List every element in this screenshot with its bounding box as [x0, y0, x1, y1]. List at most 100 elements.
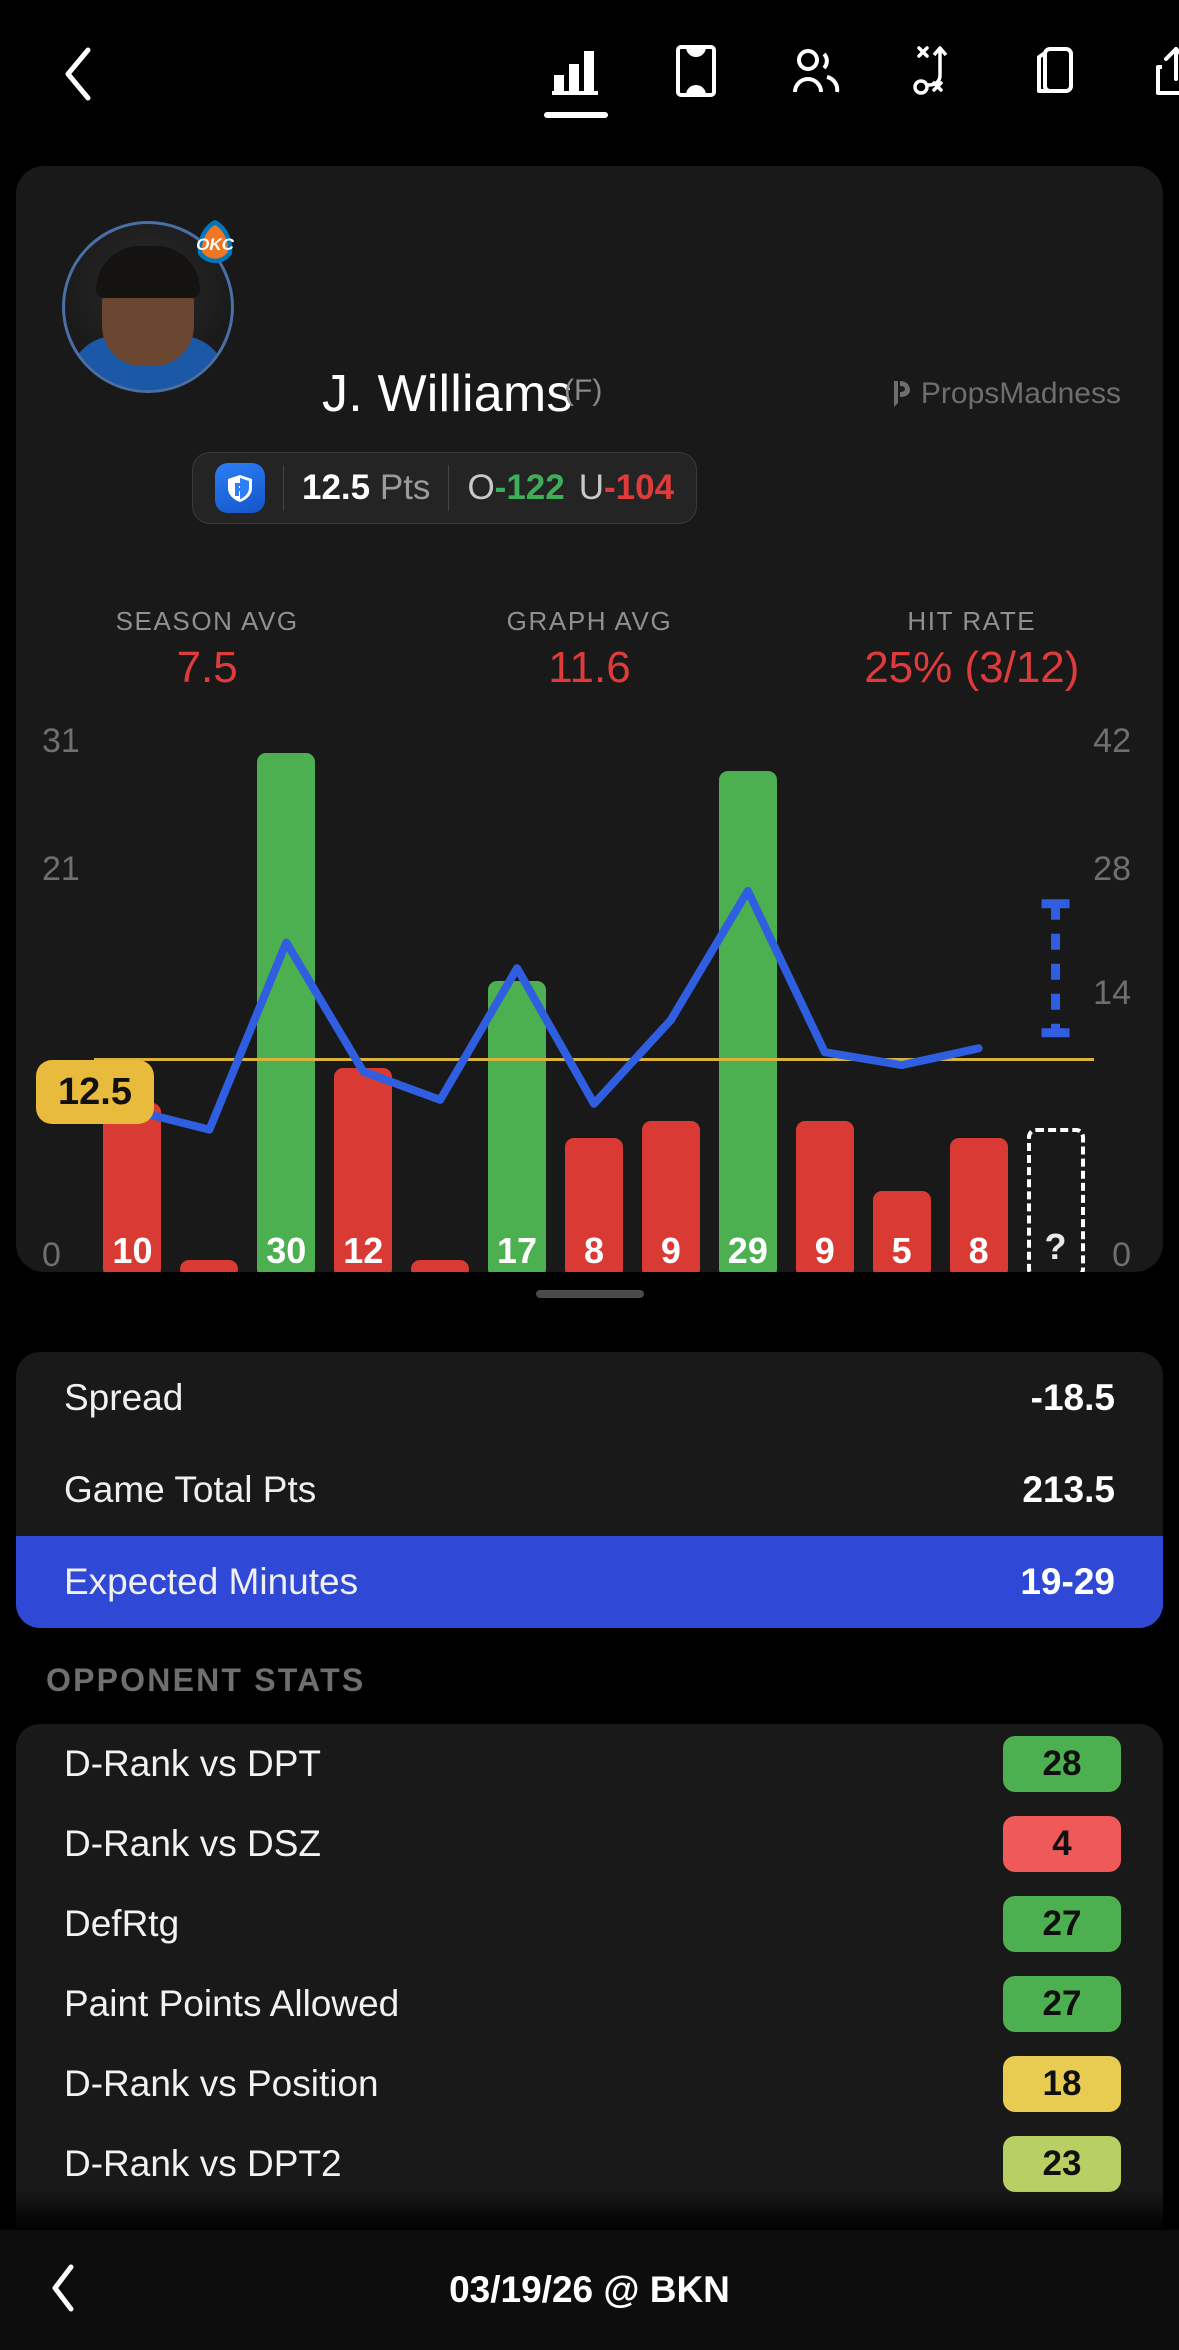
stat-season-avg: SEASON AVG 7.5 — [16, 606, 398, 693]
row-value: -18.5 — [1030, 1377, 1115, 1418]
chart-bar: 5 — [872, 1190, 931, 1272]
bottom-back-button[interactable] — [48, 2262, 78, 2319]
chart-bar-slot[interactable]: 17 — [479, 736, 556, 1272]
chart-bar-slot[interactable]: 12 — [325, 736, 402, 1272]
nav-tabs — [540, 30, 1179, 120]
bottom-fade — [0, 2190, 1179, 2230]
opponent-stat-label: Paint Points Allowed — [64, 1983, 400, 2024]
chart-bar-slot[interactable]: 10 — [94, 736, 171, 1272]
game-line-row-expected-minutes[interactable]: Expected Minutes 19-29 — [16, 1536, 1163, 1628]
game-line-row[interactable]: Spread -18.5 — [16, 1352, 1163, 1444]
propsmadness-logo-icon — [891, 379, 911, 409]
chart-bar-value: 8 — [583, 1230, 604, 1271]
chart-bar-value: 10 — [112, 1230, 153, 1271]
avatar-hair — [96, 246, 200, 298]
chart-bar: 10 — [103, 1103, 162, 1272]
y-axis-right-tick: 14 — [1093, 974, 1131, 1012]
chart-bar-slot[interactable]: 29 — [709, 736, 786, 1272]
performance-chart: 31 21 0 42 28 14 0 10 30 12 17 8 9 29 9 5 8? 12.5 — [16, 722, 1163, 1272]
opponent-stats-title: OPPONENT STATS — [46, 1662, 366, 1698]
opponent-stat-label: DefRtg — [64, 1903, 180, 1944]
stat-label: GRAPH AVG — [506, 606, 673, 636]
chart-bar-value: 17 — [497, 1230, 538, 1271]
chart-bar — [411, 1260, 470, 1272]
chart-bar: ? — [1026, 1128, 1085, 1272]
chart-bar-slot[interactable] — [402, 736, 479, 1272]
game-line-row[interactable]: Game Total Pts 213.5 — [16, 1444, 1163, 1536]
back-button[interactable] — [48, 42, 108, 106]
odds-over-under: O-122 U-104 — [467, 468, 674, 508]
opponent-stat-badge: 28 — [1003, 1736, 1121, 1792]
sheet-drag-handle[interactable] — [535, 1290, 644, 1298]
chart-bar-slot[interactable]: 5 — [863, 736, 940, 1272]
opponent-stat-label: D-Rank vs DPT2 — [64, 2143, 342, 2184]
chart-bar-slot[interactable]: 9 — [786, 736, 863, 1272]
pill-divider-2 — [448, 465, 450, 511]
cards-icon — [1031, 42, 1081, 100]
prop-line: 12.5 Pts — [302, 468, 430, 508]
opponent-stat-row[interactable]: Paint Points Allowed 27 — [16, 1964, 1163, 2044]
chart-bar: 12 — [334, 1068, 393, 1272]
player-chart-card: OKC J. Williams (F) PropsMadness — [16, 166, 1163, 1272]
over-label: O — [467, 468, 495, 507]
prop-line-stat: Pts — [379, 468, 431, 507]
player-name: J. Williams — [322, 365, 573, 423]
chart-bar-slot[interactable]: ? — [1017, 736, 1094, 1272]
y-axis-left-tick: 0 — [42, 1236, 61, 1272]
stat-value: 7.5 — [176, 643, 238, 692]
opponent-stat-label: D-Rank vs DPT — [64, 1743, 321, 1784]
tab-plays[interactable] — [900, 30, 972, 120]
game-lines-card: Spread -18.5 Game Total Pts 213.5 Expect… — [16, 1352, 1163, 1628]
svg-text:OKC: OKC — [196, 235, 235, 254]
chart-bar: 30 — [257, 753, 316, 1272]
chart-bar: 8 — [564, 1138, 623, 1272]
bar-chart-icon — [550, 42, 602, 100]
opponent-stat-badge: 27 — [1003, 1896, 1121, 1952]
share-icon — [1152, 42, 1179, 100]
chart-bar-value: 30 — [266, 1230, 307, 1271]
row-value: 19-29 — [1020, 1561, 1115, 1602]
opponent-stat-badge: 27 — [1003, 1976, 1121, 2032]
tab-stats[interactable] — [540, 30, 612, 120]
y-axis-right-tick: 28 — [1093, 850, 1131, 888]
opponent-stat-row[interactable]: DefRtg 27 — [16, 1884, 1163, 1964]
over-price: -122 — [494, 468, 565, 507]
top-navigation-bar — [0, 0, 1179, 148]
active-tab-underline — [544, 112, 608, 118]
chart-bar-slot[interactable]: 30 — [248, 736, 325, 1272]
chart-bar-value: 5 — [891, 1230, 912, 1271]
chart-bar: 8 — [949, 1138, 1008, 1272]
chart-bar-slot[interactable]: 8 — [940, 736, 1017, 1272]
prop-line-marker: 12.5 — [36, 1060, 154, 1124]
opponent-stat-row[interactable]: D-Rank vs DPT2 23 — [16, 2124, 1163, 2204]
chart-bar-value: ? — [1044, 1226, 1067, 1267]
chart-bar-value: 8 — [968, 1230, 989, 1271]
stat-value: 25% (3/12) — [864, 643, 1080, 692]
play-diagram-icon — [910, 42, 962, 100]
brand-watermark: PropsMadness — [891, 377, 1121, 411]
stat-graph-avg: GRAPH AVG 11.6 — [398, 606, 780, 693]
opponent-stat-row[interactable]: D-Rank vs DSZ 4 — [16, 1804, 1163, 1884]
chart-bar: 9 — [795, 1120, 854, 1272]
stat-hit-rate: HIT RATE 25% (3/12) — [781, 606, 1163, 693]
chart-bar-slot[interactable]: 9 — [632, 736, 709, 1272]
chart-bar-slot[interactable] — [171, 736, 248, 1272]
opponent-stat-row[interactable]: D-Rank vs DPT 28 — [16, 1724, 1163, 1804]
tab-players[interactable] — [780, 30, 852, 120]
people-icon — [788, 42, 844, 100]
opponent-stat-label: D-Rank vs DSZ — [64, 1823, 321, 1864]
opponent-stat-badge: 23 — [1003, 2136, 1121, 2192]
odds-pill[interactable]: 12.5 Pts O-122 U-104 — [192, 452, 698, 524]
y-axis-right-tick: 0 — [1112, 1236, 1131, 1272]
tab-cards[interactable] — [1020, 30, 1092, 120]
opponent-stat-row[interactable]: D-Rank vs Position 18 — [16, 2044, 1163, 2124]
chart-bar-slot[interactable]: 8 — [556, 736, 633, 1272]
under-label: U — [578, 468, 605, 507]
tab-share[interactable] — [1140, 30, 1179, 120]
tab-matchup[interactable] — [660, 30, 732, 120]
chart-bars: 10 30 12 17 8 9 29 9 5 8? — [94, 736, 1094, 1272]
stat-label: HIT RATE — [907, 606, 1037, 636]
opponent-stat-badge: 4 — [1003, 1816, 1121, 1872]
y-axis-left-tick: 21 — [42, 850, 80, 888]
